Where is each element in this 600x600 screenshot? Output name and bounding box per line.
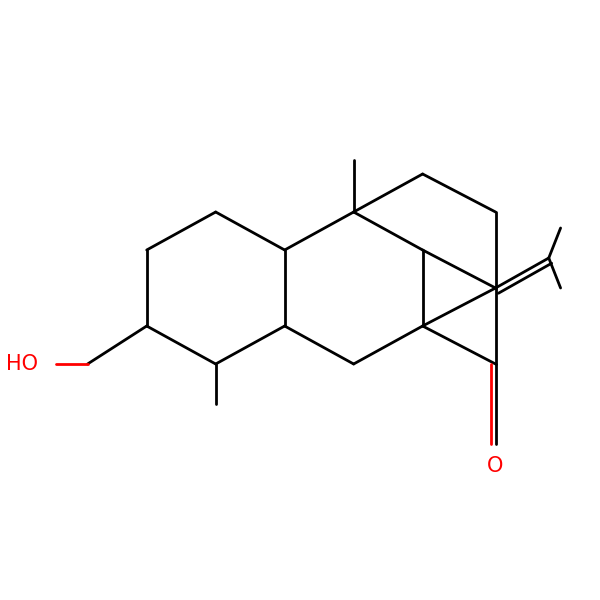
Text: O: O	[487, 456, 504, 476]
Text: HO: HO	[7, 354, 38, 374]
